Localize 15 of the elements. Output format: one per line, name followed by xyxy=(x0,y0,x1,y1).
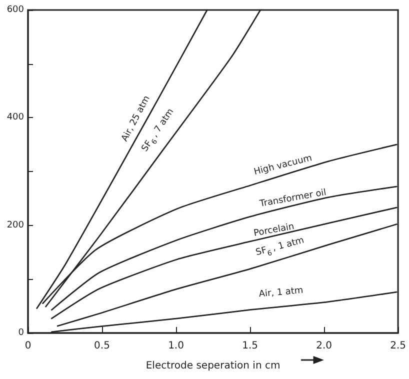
text: High vacuum xyxy=(252,153,314,178)
series-label: Air, 1 atm xyxy=(258,286,304,300)
x-tick-label: 2.5 xyxy=(390,340,406,352)
x-axis-title: Electrode seperation in cm xyxy=(146,360,280,372)
x-tick-label: 1.0 xyxy=(168,340,184,352)
y-tick-label: 400 xyxy=(6,112,24,123)
text: Transformer oil xyxy=(258,188,328,210)
y-tick-label: 200 xyxy=(6,220,24,230)
text: Porcelain xyxy=(253,222,295,239)
x-tick-label: 0 xyxy=(24,340,32,352)
x-tick-label: 2.0 xyxy=(316,340,332,352)
y-tick-label: 600 xyxy=(6,5,24,15)
x-tick-label: 0.5 xyxy=(94,340,110,352)
x-tick-label: 1.5 xyxy=(242,340,258,352)
y-tick-label: 0 xyxy=(18,328,24,338)
